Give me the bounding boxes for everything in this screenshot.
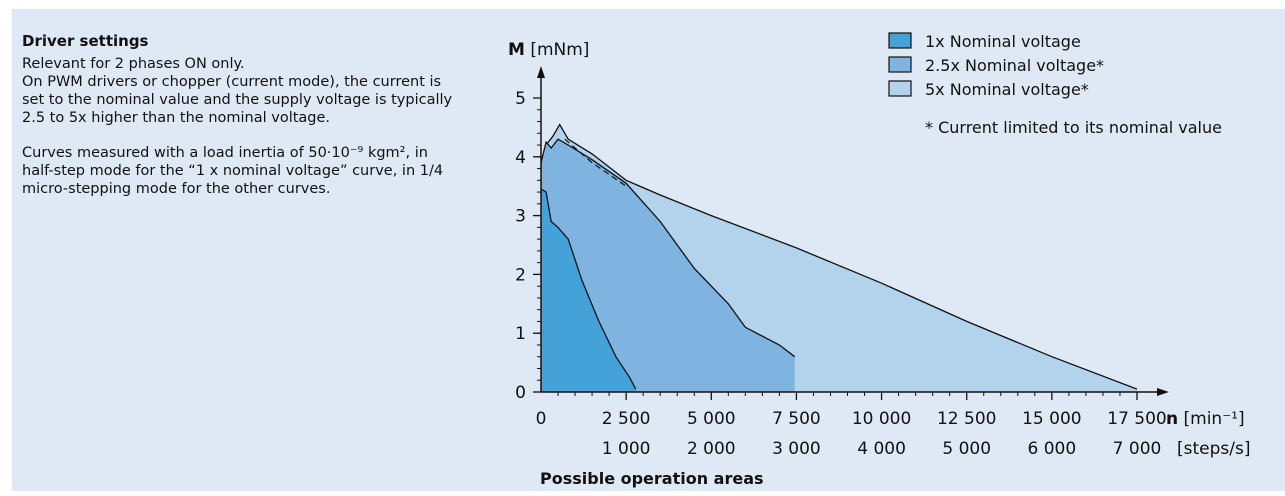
curve-line-series-2 bbox=[540, 138, 796, 358]
dashed-curve bbox=[564, 138, 627, 187]
x-tick-label-steps: 4 000 bbox=[857, 439, 906, 459]
chart-caption: Possible operation areas bbox=[540, 469, 764, 488]
notes-paragraph-1: Relevant for 2 phases ON only. On PWM dr… bbox=[22, 56, 453, 126]
y-axis-label: M [mNm] bbox=[508, 40, 589, 60]
y-tick-label: 0 bbox=[515, 383, 526, 403]
x-tick-label: 2 500 bbox=[602, 409, 651, 429]
legend-label: 1x Nominal voltage bbox=[925, 32, 1081, 51]
curve-line-series-1 bbox=[540, 123, 1138, 390]
x-tick-label: 0 bbox=[536, 409, 547, 429]
x-tick-label-steps: 5 000 bbox=[942, 439, 991, 459]
legend-swatch bbox=[888, 56, 912, 73]
y-tick-label: 5 bbox=[515, 89, 526, 109]
legend-label: 5x Nominal voltage* bbox=[925, 80, 1089, 99]
x-tick-label: 15 000 bbox=[1022, 409, 1081, 429]
legend-footnote: * Current limited to its nominal value bbox=[925, 118, 1222, 137]
y-tick-label: 2 bbox=[515, 265, 526, 285]
legend-swatch bbox=[888, 80, 912, 97]
x-tick-label-steps: 3 000 bbox=[772, 439, 821, 459]
y-tick-label: 1 bbox=[515, 324, 526, 344]
x-tick-label-steps: 7 000 bbox=[1113, 439, 1162, 459]
area-series-2 bbox=[541, 139, 795, 392]
x-axis-label: n [min⁻¹] bbox=[1166, 409, 1245, 429]
x2-axis-label: [steps/s] bbox=[1177, 439, 1250, 459]
area-series-3 bbox=[541, 189, 636, 392]
notes-paragraph-2: Curves measured with a load inertia of 5… bbox=[22, 145, 444, 197]
legend-swatch bbox=[888, 32, 912, 49]
x-tick-label: 17 500 bbox=[1107, 409, 1166, 429]
x-tick-label-steps: 2 000 bbox=[687, 439, 736, 459]
legend-label: 2.5x Nominal voltage* bbox=[925, 56, 1104, 75]
y-tick-label: 4 bbox=[515, 148, 526, 168]
x-tick-label: 5 000 bbox=[687, 409, 736, 429]
notes-heading: Driver settings bbox=[22, 32, 149, 50]
x-tick-label-steps: 1 000 bbox=[602, 439, 651, 459]
y-axis-arrow bbox=[537, 66, 545, 78]
x-tick-label: 12 500 bbox=[937, 409, 996, 429]
x-tick-label: 7 500 bbox=[772, 409, 821, 429]
driver-settings-notes: Driver settings Relevant for 2 phases ON… bbox=[22, 32, 462, 198]
x-axis-arrow bbox=[1157, 388, 1169, 396]
curve-line-series-3 bbox=[540, 188, 637, 390]
x-tick-label-steps: 6 000 bbox=[1028, 439, 1077, 459]
x-tick-label: 10 000 bbox=[852, 409, 911, 429]
y-tick-label: 3 bbox=[515, 207, 526, 227]
